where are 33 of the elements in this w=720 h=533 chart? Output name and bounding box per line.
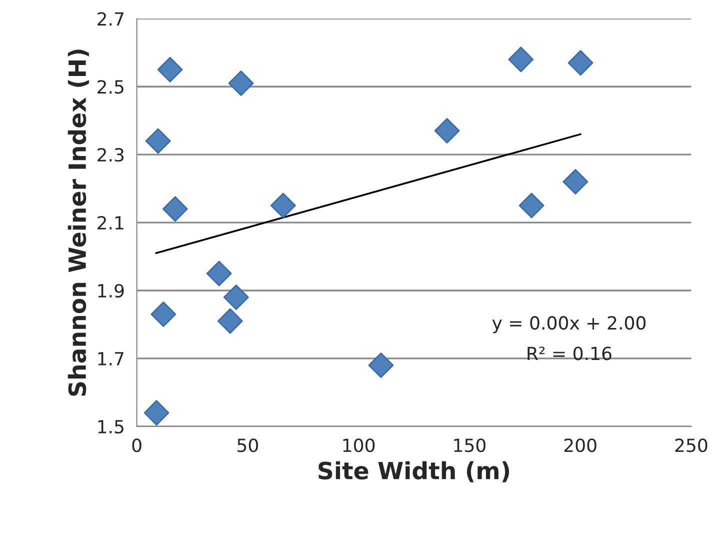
y-tick-label: 2.1 [98,216,124,230]
annotation: y = 0.00x + 2.00 [492,316,646,334]
point [162,196,188,222]
point [206,260,232,286]
y-tick-label: 2.3 [98,148,124,162]
x-tick-label: 0 [132,438,142,452]
annotation: R² = 0.16 [528,346,612,360]
point [270,192,296,218]
y-tick-label: 1.9 [98,284,124,298]
point [144,400,170,426]
point [508,46,534,72]
point [434,118,460,144]
point [368,352,394,378]
x-tick-label: 200 [564,438,596,452]
x-axis-title: Site Width (m) [318,461,510,482]
y-axis-title: Shannon Weiner Index (H) [68,50,89,396]
point [223,284,249,310]
x-tick-label: 50 [238,438,258,452]
x-tick-label: 250 [675,438,708,452]
point [157,56,183,82]
y-tick-label: 2.5 [98,80,124,94]
y-tick-label: 2.7 [98,12,124,26]
point [145,128,171,154]
point [518,192,544,218]
point [568,50,594,76]
point [150,302,176,327]
y-tick-label: 1.5 [98,420,124,434]
x-tick-label: 100 [343,438,375,452]
point [217,308,243,334]
x-tick-label: 150 [454,438,486,452]
point [228,70,254,96]
y-tick-label: 1.7 [98,352,124,366]
point [562,169,588,194]
